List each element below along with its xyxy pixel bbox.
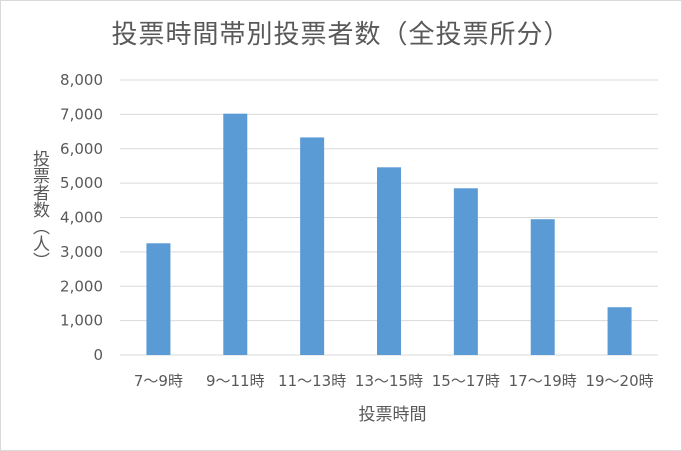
y-tick-label: 2,000 (60, 277, 103, 295)
y-tick-label: 4,000 (60, 209, 103, 227)
x-tick-label: 13～15時 (355, 372, 423, 390)
x-tick-label: 9～11時 (206, 372, 265, 390)
bar (146, 243, 171, 355)
x-tick-label: 15～17時 (432, 372, 500, 390)
chart-title: 投票時間帯別投票者数（全投票所分） (111, 20, 571, 50)
bar (453, 188, 478, 355)
bar (377, 167, 401, 355)
bar (300, 137, 325, 355)
bar (530, 219, 555, 355)
y-tick-label: 5,000 (60, 174, 103, 192)
x-tick-label: 7～9時 (134, 372, 183, 390)
y-tick-label: 0 (93, 346, 103, 364)
x-tick-label: 19～20時 (585, 372, 653, 390)
y-tick-label: 1,000 (60, 312, 103, 330)
y-tick-label: 8,000 (60, 71, 103, 89)
bar (607, 307, 632, 355)
y-tick-label: 3,000 (60, 243, 103, 261)
x-axis-label: 投票時間 (358, 405, 427, 425)
y-tick-label: 7,000 (60, 105, 103, 123)
y-axis-label: 投票者数（人） (29, 150, 49, 269)
bar (223, 113, 248, 355)
x-tick-label: 11～13時 (278, 372, 346, 390)
x-tick-label: 17～19時 (509, 372, 577, 390)
y-tick-label: 6,000 (60, 140, 103, 158)
